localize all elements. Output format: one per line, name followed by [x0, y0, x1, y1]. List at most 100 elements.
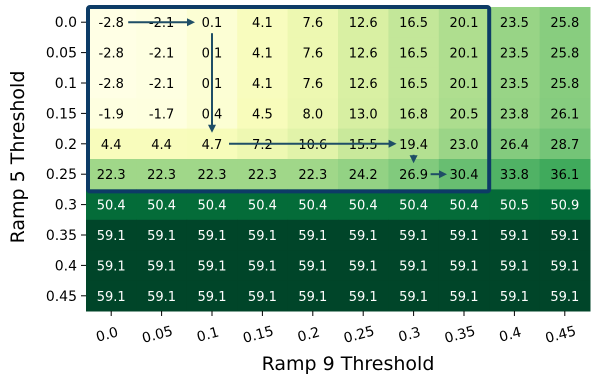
heatmap-cell — [186, 159, 238, 190]
cell-value-label: 13.0 — [349, 107, 378, 122]
heatmap-cell — [438, 159, 490, 190]
cell-value-label: 4.4 — [101, 138, 122, 153]
x-tick-label: 0.1 — [195, 325, 221, 346]
cell-value-label: 7.6 — [302, 16, 323, 31]
cell-value-label: -1.7 — [149, 107, 174, 122]
path-arrow-head — [187, 18, 195, 27]
cell-value-label: 16.8 — [399, 107, 428, 122]
heatmap-cell — [237, 159, 289, 190]
cell-value-label: 22.3 — [198, 168, 227, 183]
y-axis-label: Ramp 5 Threshold — [7, 71, 29, 244]
cell-value-label: 23.5 — [500, 77, 529, 92]
heatmap-cell — [136, 67, 188, 99]
heatmap-cell — [539, 189, 591, 221]
cell-value-label: 50.4 — [349, 199, 378, 214]
heatmap-cell — [136, 189, 188, 221]
cell-value-label: 7.2 — [252, 138, 273, 153]
heatmap-cell — [287, 7, 339, 38]
cell-value-label: 4.1 — [252, 16, 273, 31]
cell-value-label: 33.8 — [500, 168, 529, 183]
cell-value-label: 50.4 — [399, 199, 428, 214]
heatmap-cell — [388, 219, 440, 251]
cell-value-label: 20.1 — [450, 16, 479, 31]
x-axis-ticks: 0.0 0.05 0.1 0.15 0.2 0.25 0.3 0.35 0.4 0.45 — [94, 311, 578, 347]
cell-value-label: -2.8 — [99, 77, 124, 92]
y-tick-label: 0.3 — [55, 198, 77, 214]
cell-value-label: 19.4 — [399, 138, 428, 153]
cell-value-label: 59.1 — [248, 290, 277, 305]
cell-value-label: 8.0 — [302, 107, 323, 122]
cell-value-label: 4.1 — [252, 77, 273, 92]
cell-value-label: 50.4 — [450, 199, 479, 214]
heatmap-cell — [438, 67, 490, 99]
y-axis-ticks: 0.0 0.05 0.1 0.15 0.2 0.25 0.3 0.35 0.4 0.45 — [46, 15, 86, 305]
cell-value-label: 26.9 — [399, 168, 428, 183]
heatmap-cell — [237, 37, 289, 69]
cell-value-label: 16.5 — [399, 16, 428, 31]
heatmap-cell — [388, 98, 440, 130]
cell-value-label: 59.1 — [97, 259, 126, 274]
cell-value-label: 59.1 — [450, 290, 479, 305]
heatmap-cell — [539, 37, 591, 69]
heatmap-cell — [539, 280, 591, 312]
cell-value-label: 59.1 — [198, 290, 227, 305]
heatmap-cell — [539, 128, 591, 160]
heatmap-cell — [338, 98, 389, 130]
cell-value-label: -2.8 — [99, 47, 124, 62]
heatmap-cell — [438, 37, 490, 69]
x-tick-label: 0.35 — [443, 323, 477, 347]
heatmap-cell — [186, 219, 238, 251]
cell-value-label: 59.1 — [147, 290, 176, 305]
cell-value-label: 22.3 — [147, 168, 176, 183]
cell-value-label: -2.1 — [149, 77, 174, 92]
cell-value-label: 59.1 — [349, 290, 378, 305]
heatmap-cell — [237, 189, 289, 221]
heatmap-cell — [489, 128, 541, 160]
heatmap-cell — [539, 219, 591, 251]
heatmap-cell — [388, 67, 440, 99]
cell-value-label: 50.4 — [298, 199, 327, 214]
cell-value-label: 7.6 — [302, 77, 323, 92]
cell-value-label: 59.1 — [550, 259, 579, 274]
cell-value-label: 59.1 — [298, 259, 327, 274]
heatmap-cell — [287, 67, 339, 99]
path-arrow-head — [388, 139, 397, 148]
cell-value-label: 59.1 — [349, 229, 378, 244]
cell-value-label: 59.1 — [248, 229, 277, 244]
y-tick-label: 0.35 — [46, 228, 77, 244]
cell-value-label: 59.1 — [97, 290, 126, 305]
x-tick-label: 0.05 — [140, 323, 174, 347]
cell-value-label: 12.6 — [349, 16, 378, 31]
cell-value-label: 59.1 — [298, 229, 327, 244]
cell-value-label: 50.4 — [248, 199, 277, 214]
cell-value-label: 4.4 — [151, 138, 172, 153]
y-tick-label: 0.4 — [55, 258, 77, 274]
cell-value-label: 36.1 — [550, 168, 579, 183]
cell-value-label: 23.5 — [500, 16, 529, 31]
heatmap-cell — [237, 67, 289, 99]
heatmap-cell — [438, 128, 490, 160]
heatmap-cell — [438, 219, 490, 251]
cell-value-label: 25.8 — [550, 47, 579, 62]
heatmap-cell — [539, 67, 591, 99]
heatmap-cell — [136, 37, 188, 69]
cell-value-label: 23.8 — [500, 107, 529, 122]
heatmap-cell — [338, 280, 389, 312]
heatmap-cell — [338, 67, 389, 99]
cell-value-label: 30.4 — [450, 168, 479, 183]
x-tick-label: 0.4 — [498, 325, 524, 346]
heatmap-cell — [388, 128, 440, 160]
heatmap-cells — [86, 7, 591, 312]
heatmap-cell — [237, 280, 289, 312]
heatmap-cell — [539, 98, 591, 130]
heatmap-cell — [489, 280, 541, 312]
heatmap-cell — [489, 67, 541, 99]
heatmap-cell — [86, 37, 137, 69]
heatmap-cell — [237, 7, 289, 38]
heatmap-cell — [86, 280, 137, 312]
cell-value-label: 25.8 — [550, 77, 579, 92]
heatmap-cell — [438, 98, 490, 130]
cell-value-label: 59.1 — [500, 290, 529, 305]
cell-value-label: 59.1 — [550, 290, 579, 305]
